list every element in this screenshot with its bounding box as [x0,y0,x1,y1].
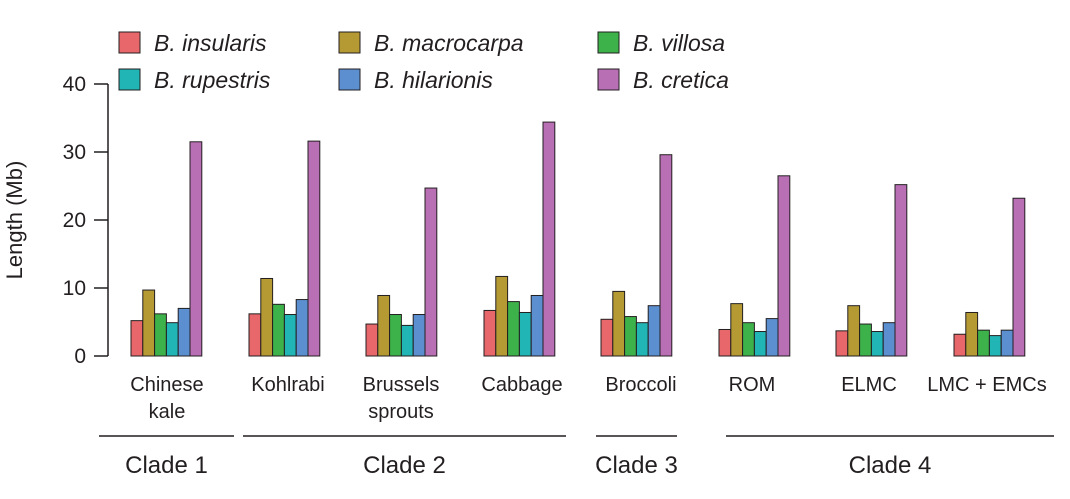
clade-label: Clade 1 [125,452,208,479]
bar [165,322,179,357]
bar [718,328,732,357]
bar [412,314,426,357]
bar [495,275,509,357]
bar [542,121,556,357]
legend-swatch [597,31,620,54]
bar [847,305,861,357]
legend-label: B. insularis [154,30,267,56]
legend-swatch [118,68,141,91]
bar [882,322,896,357]
category-label: Broccoli [605,374,676,396]
y-tick-label: 0 [74,345,86,368]
bar [742,322,755,357]
legend-swatch [118,31,141,54]
bar [988,335,1002,357]
bar [530,294,544,357]
bar [365,323,379,357]
bar [600,318,614,357]
bar [295,299,309,357]
bar [894,184,908,357]
bar [753,331,767,357]
bar [612,290,626,357]
bar [659,154,673,357]
bar [859,323,872,357]
legend-swatch [597,68,620,91]
y-tick-label: 40 [63,73,86,96]
bar [400,324,414,357]
bar [248,313,262,357]
legend: B. insularis B. macrocarpa B. villosa B. ru… [118,30,729,93]
clade-label: Clade 2 [363,452,446,479]
legend-label: B. hilarionis [374,67,493,93]
bar [977,329,990,357]
bar [965,311,979,357]
bar [389,314,402,357]
legend-label: B. cretica [633,67,729,93]
bar [189,141,203,357]
bar [260,277,274,357]
legend-label: B. macrocarpa [374,30,524,56]
y-tick-label: 10 [63,277,86,300]
bar [624,316,637,357]
category-label: kale [149,401,186,423]
bars [130,121,1026,357]
category-label: Brussels [363,374,440,396]
bar [730,303,744,357]
clade-label: Clade 3 [595,452,678,479]
category-label: Cabbage [481,374,562,396]
bar [953,333,967,357]
bar [283,314,297,357]
bar [130,320,144,357]
legend-label: B. villosa [633,30,725,56]
bar [635,322,649,357]
bar [424,187,438,357]
bar [142,289,156,357]
bar [765,318,779,357]
bar [307,140,321,357]
clade-groups: Clade 1 Clade 2 Clade 3 Clade 4 [99,435,1054,479]
category-label: ELMC [841,374,897,396]
category-label: Chinese [130,374,203,396]
y-tick-label: 30 [63,141,86,164]
bar [870,331,884,357]
legend-label: B. rupestris [154,67,271,93]
bar [272,303,285,357]
x-axis-labels: Chinese kale Kohlrabi Brussels sprouts Cabbag… [130,374,1046,423]
bar [154,313,167,357]
bar [1000,329,1014,357]
y-axis-label: Length (Mb) [2,161,27,280]
y-tick-label: 20 [63,209,86,232]
bar [177,307,191,357]
legend-swatch [338,68,361,91]
legend-swatch [338,31,361,54]
category-label: Kohlrabi [251,374,324,396]
bar [777,175,791,357]
bar [647,305,661,357]
bar [377,294,391,357]
clade-label: Clade 4 [849,452,932,479]
y-axis: 0 10 20 30 40 [63,73,109,368]
bar [518,311,532,357]
category-label: LMC + EMCs [927,374,1046,396]
category-label: ROM [729,374,776,396]
bar [483,309,497,357]
bar [835,330,849,357]
bar [507,301,520,357]
bar [1012,197,1026,357]
category-label: sprouts [368,401,434,423]
